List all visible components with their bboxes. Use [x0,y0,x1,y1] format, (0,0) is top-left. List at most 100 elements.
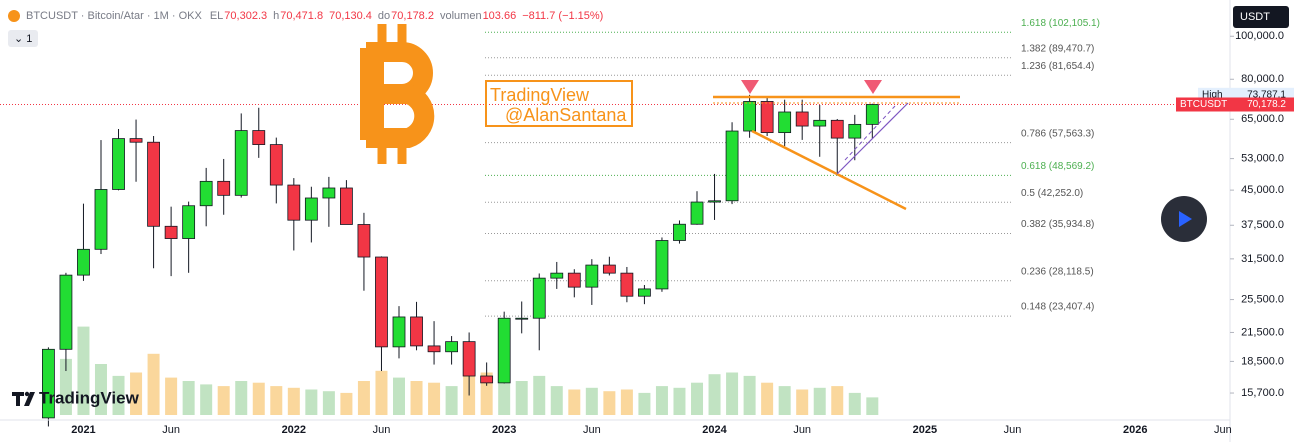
candle-body [182,205,196,239]
bitcoin-logo [360,24,435,164]
candle-body [199,180,213,207]
y-tick-label: 80,000.0 [1241,73,1284,85]
candle-body [375,256,388,348]
x-tick-label: Jun [1214,424,1232,436]
volume-bar [620,389,633,415]
y-tick-label: 65,000.0 [1241,113,1284,125]
marker-triangle [864,80,882,94]
high-tag-name: High [1202,89,1223,100]
price-axis [1230,0,1294,442]
y-tick-label: 45,000.0 [1241,184,1284,196]
candle-body [743,101,756,132]
candle-body [480,375,494,384]
drawings [713,80,960,211]
volume-bar [813,387,826,415]
candle-body [392,316,406,348]
volume-bar [778,386,791,415]
candle-body [567,272,581,288]
y-tick-label: 25,500.0 [1241,293,1284,305]
candle-body [322,187,336,199]
volume-bar [375,370,388,415]
collapse-label[interactable]: ⌄ 1 [14,33,32,45]
legend-value: 70,130.4 [329,10,372,22]
x-tick-label: 2026 [1123,424,1147,436]
candle-body [42,348,55,419]
high-tag-value: 73,787.1 [1247,89,1286,100]
candle-body [252,130,266,145]
volume-bar [445,386,458,415]
y-tick-label: 53,000.0 [1241,153,1284,165]
x-tick-label: Jun [583,424,601,436]
price-tag-name: BTCUSDT [1180,99,1227,110]
candle-body [515,317,529,320]
volume-bar [130,372,143,415]
fib-label: 0.148 (23,407.4) [1021,302,1094,313]
volume-bar [393,377,405,415]
x-tick-label: 2024 [702,424,727,436]
candle-body [462,341,476,377]
x-tick-label: Jun [162,424,180,436]
candle-body [94,189,108,250]
x-tick-label: 2023 [492,424,516,436]
legend-prefix: EL [210,10,223,22]
symbol-icon [8,10,20,22]
volume-bar [147,353,160,415]
volume-bar [94,364,107,415]
candle-body [357,224,371,258]
support-line-dashed [844,105,896,161]
watermark-text: @AlanSantana [505,105,627,125]
axes: 2021 Jun 2022 Jun 2023 Jun 2024 Jun 2025 Jun 2026 J… [71,30,1294,436]
y-tick-label: 15,700.0 [1241,387,1284,399]
collapse-button[interactable] [8,30,38,47]
volume-bar [515,381,528,415]
volume-bar [77,326,90,415]
fib-label: 0.786 (57,563.3) [1021,128,1094,139]
currency-button[interactable] [1233,6,1289,28]
legend: BTCUSDT · Bitcoin/Atar · 1M · OKX EL70,30… [26,10,603,22]
candle-body [813,119,827,127]
volume-bar [585,387,598,415]
play-icon[interactable] [1179,211,1192,227]
currency-label[interactable]: USDT [1240,11,1270,23]
candle-body [760,101,774,134]
volume-bar [726,372,739,415]
candle-body [129,138,143,143]
volume-bar [708,374,721,415]
x-tick-label: Jun [1004,424,1022,436]
x-tick-label: 2025 [913,424,937,436]
volume-bar [340,392,353,415]
volume-bar [217,386,230,415]
legend-value: −811.7 (−1.15%) [522,10,603,22]
legend-value: 70,178.2 [391,10,434,22]
volume-bar [603,391,616,415]
candle-body [532,277,546,319]
volume-bar [112,375,125,415]
x-tick-label: 2022 [282,424,306,436]
support-line [836,102,909,175]
x-tick-label: Jun [793,424,811,436]
legend-prefix: h [273,10,279,22]
candle-body [830,119,844,139]
volume-bar [305,389,318,415]
marker-triangle [741,80,759,94]
symbol: BTCUSDT · Bitcoin/Atar · 1M · OKX [26,10,202,22]
x-tick-label: Jun [373,424,391,436]
plot-area: 1.618 (102,105.1) 1.382 (89,470.7) 1.236 (… [0,18,1230,427]
candle-body [673,223,686,241]
volume-bar [796,389,809,415]
y-tick-label: 21,500.0 [1241,326,1284,338]
candle-body [147,141,160,227]
candle-body [865,104,879,125]
fib-label: 1.236 (81,654.4) [1021,61,1094,72]
volume-bar [655,386,668,415]
legend-value: 70,471.8 [280,10,323,22]
fib-label: 0.236 (28,118.5) [1021,266,1094,277]
legend-prefix: volumen [440,10,482,22]
x-tick-label: 2021 [71,424,95,436]
y-tick-label: 100,000.0 [1235,30,1284,42]
volume-bar [165,377,178,415]
candle-body [269,144,283,186]
